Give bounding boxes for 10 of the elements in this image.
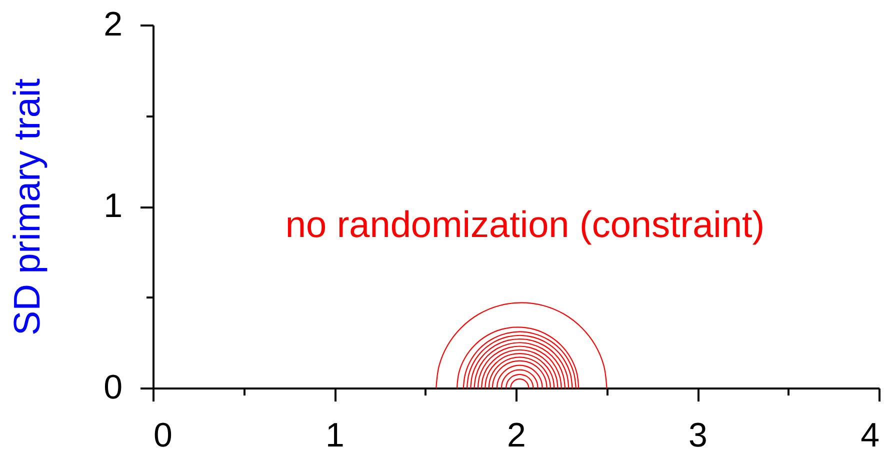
x-tick-label: 0 bbox=[154, 416, 172, 454]
y-tick-label: 1 bbox=[104, 187, 122, 225]
x-tick-label: 3 bbox=[688, 416, 708, 454]
x-tick-label: 2 bbox=[507, 416, 526, 454]
y-tick-label: 2 bbox=[104, 6, 122, 44]
x-tick-label: 4 bbox=[860, 416, 880, 454]
x-tick-label: 1 bbox=[326, 416, 344, 454]
text: no randomization (constraint) bbox=[285, 204, 765, 245]
y-axis-title: SD primary trait bbox=[6, 78, 48, 336]
y-tick-label: 0 bbox=[104, 368, 122, 406]
